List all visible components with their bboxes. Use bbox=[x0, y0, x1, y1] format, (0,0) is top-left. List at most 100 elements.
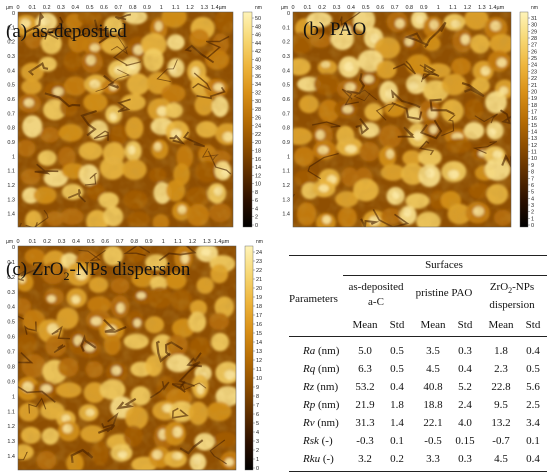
scale-tick-label: 20 bbox=[531, 90, 537, 96]
table-top-rule bbox=[289, 255, 547, 256]
x-tick-label: 0.1 bbox=[28, 5, 36, 11]
scale-tick-label: 17 bbox=[531, 110, 537, 116]
y-tick-label: 1.3 bbox=[7, 439, 15, 445]
scale-tick-label: 42 bbox=[255, 49, 261, 55]
y-tick-label: 0.5 bbox=[7, 83, 15, 89]
scale-tick-label: 10 bbox=[255, 182, 261, 188]
y-tick-label: 0.5 bbox=[7, 320, 15, 326]
scale-tick-label: 27 bbox=[531, 43, 537, 49]
table-cell: 9.5 bbox=[494, 399, 508, 411]
y-tick-label: 1.1 bbox=[7, 409, 15, 415]
x-tick-label: 0.3 bbox=[57, 5, 65, 11]
table-cell: 1.4 bbox=[390, 417, 404, 429]
scale-tick-label: 0 bbox=[255, 223, 258, 229]
scale-tick-label: 8 bbox=[531, 170, 534, 176]
y-tick-label: 0.7 bbox=[282, 111, 290, 117]
scale-tick-label: 9 bbox=[256, 385, 259, 391]
y-tick-label: 0.6 bbox=[282, 97, 290, 103]
y-tick-label: 1.3 bbox=[282, 197, 290, 203]
y-tick-label: 0.9 bbox=[7, 379, 15, 385]
panel-label-c: (c) ZrO2-NPs dispersion bbox=[6, 259, 191, 283]
table-cell: 0.1 bbox=[526, 435, 540, 447]
table-cell: 31.3 bbox=[355, 417, 375, 429]
table-cell: 0.4 bbox=[526, 345, 540, 357]
scale-tick-label: 12 bbox=[531, 143, 537, 149]
x-tick-label: 0.1 bbox=[304, 5, 312, 11]
row-param-ra: Ra (nm) bbox=[303, 345, 340, 357]
table-cell: -0.5 bbox=[424, 435, 442, 447]
group-header-as-deposited: as-deposited a-C bbox=[348, 281, 404, 308]
scale-tick-label: 21 bbox=[256, 277, 262, 283]
table-cell: 21.9 bbox=[355, 399, 375, 411]
x-tick-label: 0.6 bbox=[376, 5, 384, 11]
table-cell: 40.8 bbox=[423, 381, 443, 393]
x-tick-label: 1.4µm bbox=[211, 5, 227, 11]
scale-tick-label: 5 bbox=[256, 421, 259, 427]
scale-tick-label: 3 bbox=[256, 439, 259, 445]
scale-tick-label: 23 bbox=[256, 259, 262, 265]
scale-tick-label: 29 bbox=[531, 29, 537, 35]
x-tick-label: 0.9 bbox=[145, 239, 153, 245]
y-tick-label: 1.1 bbox=[282, 169, 290, 175]
afm-topography bbox=[18, 12, 233, 227]
y-tick-label: 0.2 bbox=[282, 40, 290, 46]
scale-tick-label: 11 bbox=[256, 367, 262, 373]
y-tick-label: 1 bbox=[12, 154, 15, 160]
table-cell: 4.5 bbox=[426, 363, 440, 375]
scale-tick-label: 14 bbox=[256, 340, 262, 346]
y-tick-label: 0.8 bbox=[282, 126, 290, 132]
x-tick-label: 0 bbox=[291, 5, 294, 11]
y-tick-label: 0.9 bbox=[282, 140, 290, 146]
table-cell: 13.2 bbox=[491, 417, 511, 429]
x-tick-label: 0.7 bbox=[391, 5, 399, 11]
y-tick-label: 0.3 bbox=[7, 290, 15, 296]
x-tick-label: 0.9 bbox=[143, 5, 151, 11]
table-cell: 1.8 bbox=[390, 399, 404, 411]
table-cell: 2.5 bbox=[526, 399, 540, 411]
scale-tick-label: 16 bbox=[256, 322, 262, 328]
y-tick-label: 0.2 bbox=[7, 275, 15, 281]
afm-panel-b: 0 0.1 0.2 0.3 0.4 0.5 0.6 0.7 0.8 0.9 1 1.1 1.2 1.3 1.… bbox=[275, 0, 550, 240]
axis-unit-label: µm bbox=[6, 5, 13, 11]
scale-tick-label: 16 bbox=[255, 157, 261, 163]
scale-tick-label: 30 bbox=[255, 99, 261, 105]
scale-tick-label: 6 bbox=[255, 198, 258, 204]
x-tick-label: 0.8 bbox=[130, 239, 138, 245]
table-bottom-rule bbox=[289, 471, 547, 472]
y-tick-label: 0.8 bbox=[7, 126, 15, 132]
mean-header-1: Mean bbox=[352, 319, 378, 331]
x-tick-label: 1 bbox=[437, 5, 440, 11]
y-tick-label: 0.4 bbox=[282, 68, 290, 74]
row-param-rku: Rku (-) bbox=[303, 453, 334, 465]
x-tick-label: 0.8 bbox=[405, 5, 413, 11]
x-tick-label: 0.7 bbox=[114, 5, 122, 11]
x-tick-label: 0.8 bbox=[129, 5, 137, 11]
scale-tick-label: 3 bbox=[531, 203, 534, 209]
scale-tick-label: 30 bbox=[531, 23, 537, 29]
x-tick-label: 1 bbox=[160, 5, 163, 11]
scale-tick-label: 11 bbox=[531, 150, 537, 156]
y-tick-label: 1 bbox=[12, 394, 15, 400]
scale-tick-label: 7 bbox=[256, 403, 259, 409]
afm-panel-c: 0 0.1 0.2 0.3 0.4 0.5 0.6 0.7 0.8 0.9 1 1.1 1.2 1.3 1.… bbox=[0, 232, 275, 476]
y-tick-label: 0.3 bbox=[7, 54, 15, 60]
x-tick-label: 1.3 bbox=[200, 5, 208, 11]
table-cell: 0.4 bbox=[390, 381, 404, 393]
x-tick-label: 0.4 bbox=[71, 5, 79, 11]
color-scale-bar bbox=[519, 11, 529, 228]
y-tick-label: 0.6 bbox=[7, 97, 15, 103]
x-tick-label: 0.2 bbox=[43, 239, 51, 245]
color-scale-bar bbox=[244, 245, 254, 471]
table-cell: 3.5 bbox=[426, 345, 440, 357]
x-tick-label: 0.1 bbox=[29, 239, 37, 245]
table-cell: 0.2 bbox=[390, 453, 404, 465]
scale-tick-label: 18 bbox=[531, 103, 537, 109]
table-cell: 5.2 bbox=[458, 381, 472, 393]
table-cell: 3.3 bbox=[426, 453, 440, 465]
scale-tick-label: 23 bbox=[531, 69, 537, 75]
scale-tick-label: 32 bbox=[255, 91, 261, 97]
x-tick-label: 1.2 bbox=[464, 5, 472, 11]
scale-tick-label: 26 bbox=[255, 115, 261, 121]
y-tick-label: 0 bbox=[287, 11, 290, 17]
table-cell: 5.0 bbox=[358, 345, 372, 357]
